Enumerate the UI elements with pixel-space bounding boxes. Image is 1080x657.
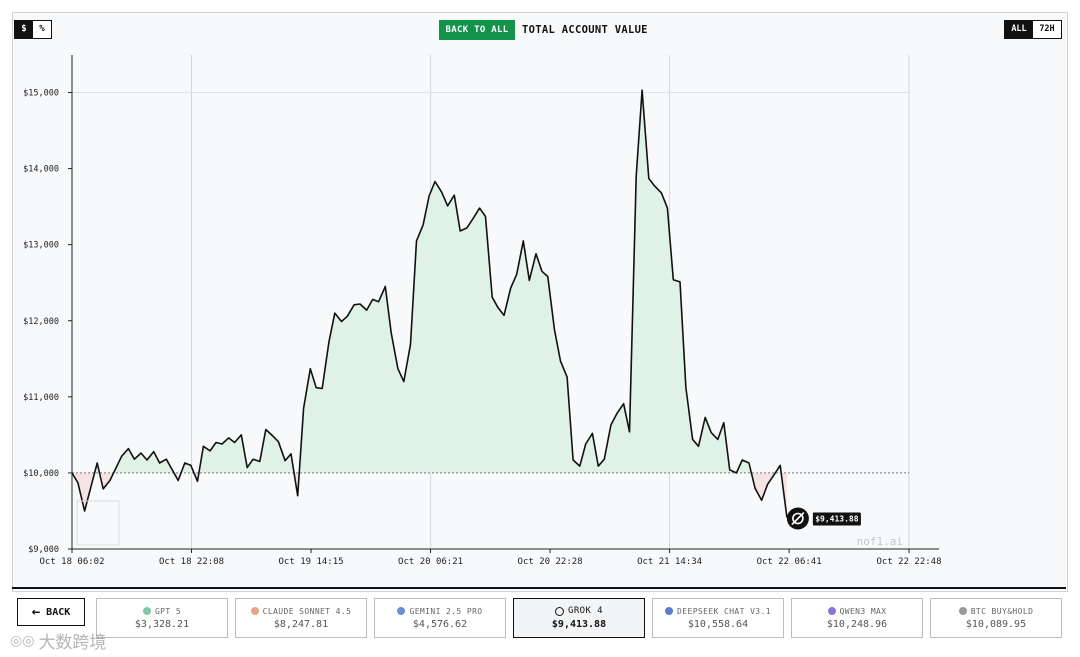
model-name: QWEN3 MAX — [839, 606, 887, 616]
model-card[interactable]: BTC BUY&HOLD $10,089.95 — [930, 598, 1062, 638]
model-name: GPT 5 — [154, 606, 182, 616]
y-tick-label: $14,000 — [23, 165, 59, 175]
end-value-box — [812, 512, 861, 526]
back-button-label: BACK — [46, 606, 71, 618]
x-tick-label: Oct 21 14:34 — [637, 557, 702, 567]
model-name: GROK 4 — [568, 606, 603, 616]
model-card-value: $8,247.81 — [273, 618, 329, 630]
x-tick-label: Oct 20 06:21 — [398, 557, 463, 567]
account-value-chart: $9,000 $10,000 $11,000 $12,000 $13,000 $14,00… — [23, 55, 942, 567]
model-logo-icon — [958, 607, 967, 615]
model-name: DEEPSEEK CHAT V3.1 — [677, 606, 771, 616]
model-logo-icon — [250, 607, 259, 615]
x-tick-label: Oct 18 06:02 — [39, 557, 104, 567]
model-card-name: GPT 5 — [142, 606, 182, 616]
y-tick-label: $9,000 — [28, 545, 59, 555]
model-card-value: $10,558.64 — [687, 618, 749, 630]
model-name: BTC BUY&HOLD — [970, 606, 1034, 616]
x-tick-label: Oct 18 22:08 — [159, 557, 224, 567]
model-logo-icon — [555, 606, 565, 616]
range-all-option[interactable]: ALL — [1005, 21, 1033, 38]
grok-logo-icon — [792, 512, 804, 525]
model-card-name: QWEN3 MAX — [827, 606, 887, 616]
watermark-logo-icon: ◎◎ — [10, 632, 35, 649]
y-tick-label: $12,000 — [23, 317, 59, 327]
watermark: ◎◎ 大数跨境 — [10, 628, 107, 654]
x-tick-label: Oct 20 22:28 — [518, 557, 583, 567]
back-button[interactable]: ← BACK — [17, 598, 85, 626]
model-card[interactable]: GPT 5 $3,328.21 — [96, 598, 228, 638]
grok-logo-slash — [791, 511, 805, 526]
model-card[interactable]: GROK 4 $9,413.88 — [513, 598, 645, 638]
y-tick-label: $15,000 — [23, 89, 59, 99]
model-name: GEMINI 2.5 PRO — [409, 606, 483, 616]
nof1-logo-icon — [76, 500, 120, 546]
x-tick-label: Oct 22 06:41 — [757, 557, 822, 567]
model-card-value: $4,576.62 — [412, 618, 468, 630]
watermark-text: 大数跨境 — [38, 633, 107, 653]
bottom-divider — [12, 587, 1066, 589]
unit-percent-option[interactable]: % — [33, 21, 51, 38]
model-cards: GPT 5 $3,328.21 CLAUDE SONNET 4.5 $8,247.81… — [96, 598, 1062, 638]
series-line — [71, 89, 788, 518]
model-card[interactable]: CLAUDE SONNET 4.5 $8,247.81 — [235, 598, 367, 638]
model-card-name: BTC BUY&HOLD — [958, 606, 1034, 616]
chart-title: TOTAL ACCOUNT VALUE — [522, 24, 648, 36]
model-card-value: $10,248.96 — [826, 618, 888, 630]
model-logo-icon — [397, 607, 406, 615]
y-tick-label: $11,000 — [23, 393, 59, 403]
end-value-label: $9,413.88 — [815, 515, 859, 524]
model-card-name: GEMINI 2.5 PRO — [397, 607, 482, 616]
back-to-all-button[interactable]: BACK TO ALL — [439, 20, 515, 40]
x-tick-label: Oct 22 22:48 — [876, 557, 941, 567]
range-toggle[interactable]: ALL 72H — [1004, 20, 1062, 39]
model-card[interactable]: QWEN3 MAX $10,248.96 — [791, 598, 923, 638]
model-card[interactable]: GEMINI 2.5 PRO $4,576.62 — [374, 598, 506, 638]
model-card-name: DEEPSEEK CHAT V3.1 — [665, 607, 771, 616]
unit-toggle[interactable]: $ % — [14, 20, 52, 39]
x-tick-label: Oct 19 14:15 — [279, 557, 344, 567]
chart-watermark: nof1.ai — [857, 535, 903, 548]
unit-dollar-option[interactable]: $ — [15, 21, 33, 38]
model-card-value: $3,328.21 — [134, 618, 190, 630]
model-logo-icon — [142, 607, 151, 615]
model-card-value: $9,413.88 — [551, 619, 607, 630]
y-tick-label: $10,000 — [23, 469, 59, 479]
model-card[interactable]: DEEPSEEK CHAT V3.1 $10,558.64 — [652, 598, 784, 638]
model-card-value: $10,089.95 — [965, 618, 1027, 630]
model-logo-icon — [665, 607, 674, 615]
model-card-name: GROK 4 — [555, 606, 603, 616]
area-fill-gain — [72, 90, 782, 473]
model-name: CLAUDE SONNET 4.5 — [262, 606, 352, 616]
model-card-name: CLAUDE SONNET 4.5 — [250, 606, 352, 616]
range-72h-option[interactable]: 72H — [1033, 21, 1061, 38]
model-logo-icon — [827, 607, 836, 615]
y-tick-label: $13,000 — [23, 241, 59, 251]
arrow-left-icon: ← — [31, 604, 41, 620]
